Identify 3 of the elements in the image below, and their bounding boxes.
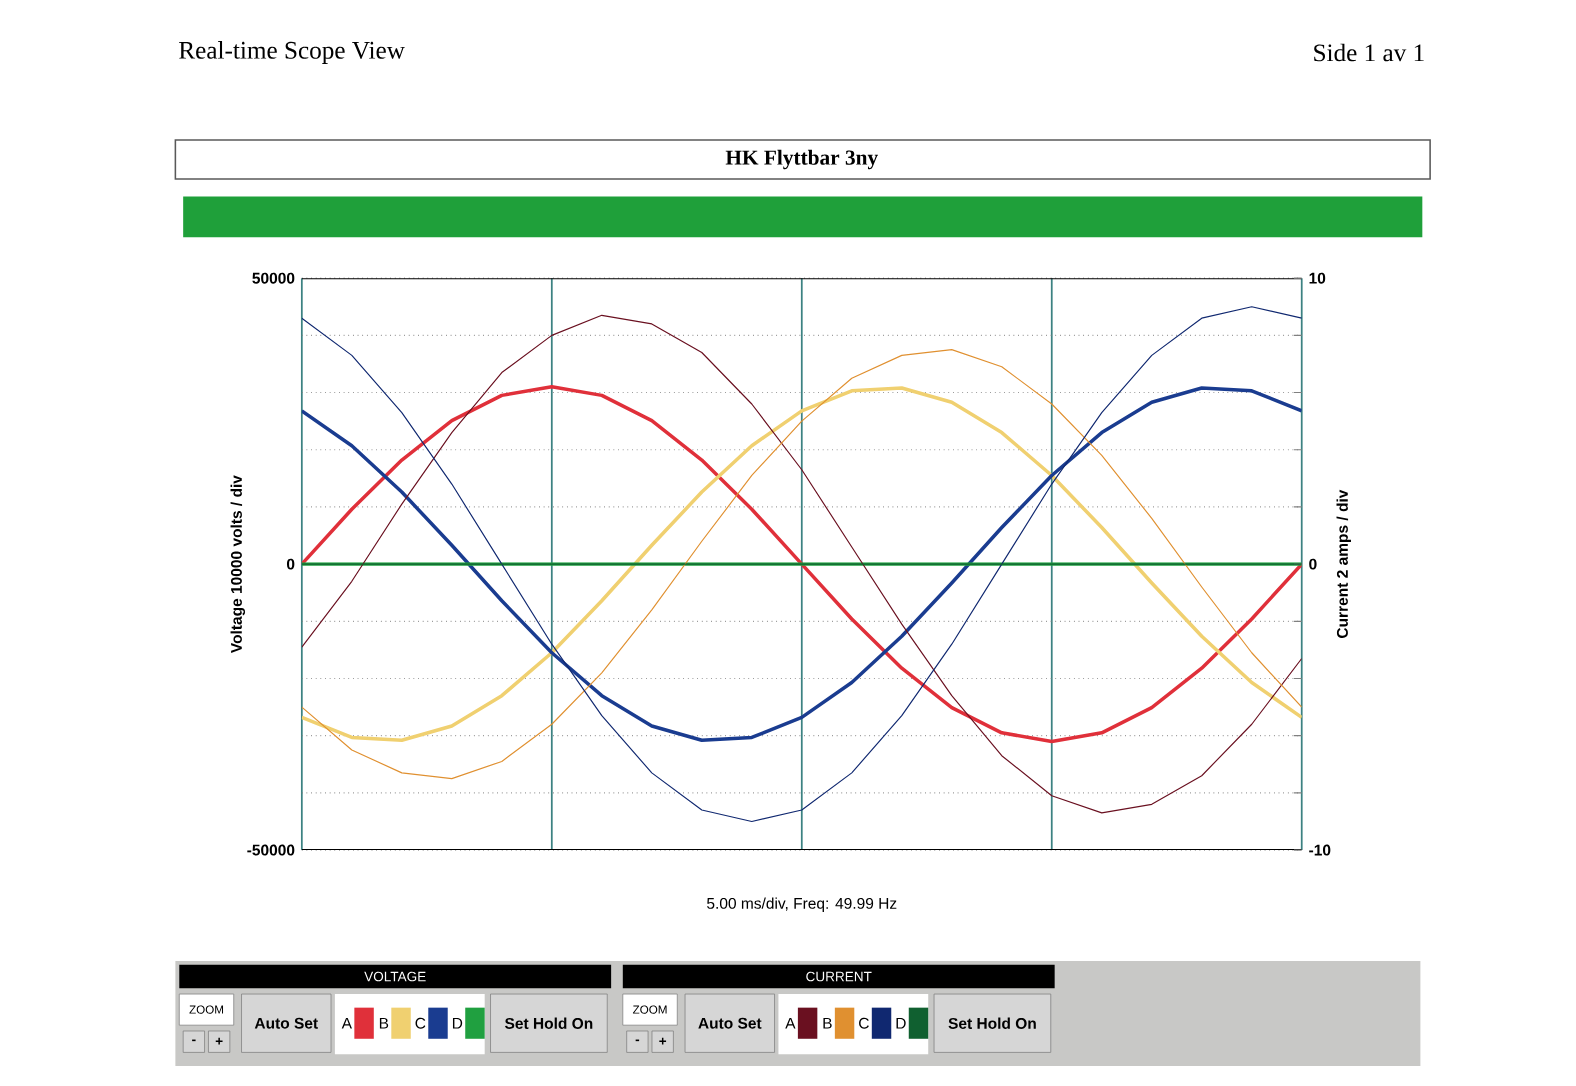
text: Side 1 av 1 [1314, 43, 1424, 62]
text: Real-time Scope View [179, 41, 405, 65]
chart-title: HK Flyttbar 3ny [725, 150, 878, 170]
